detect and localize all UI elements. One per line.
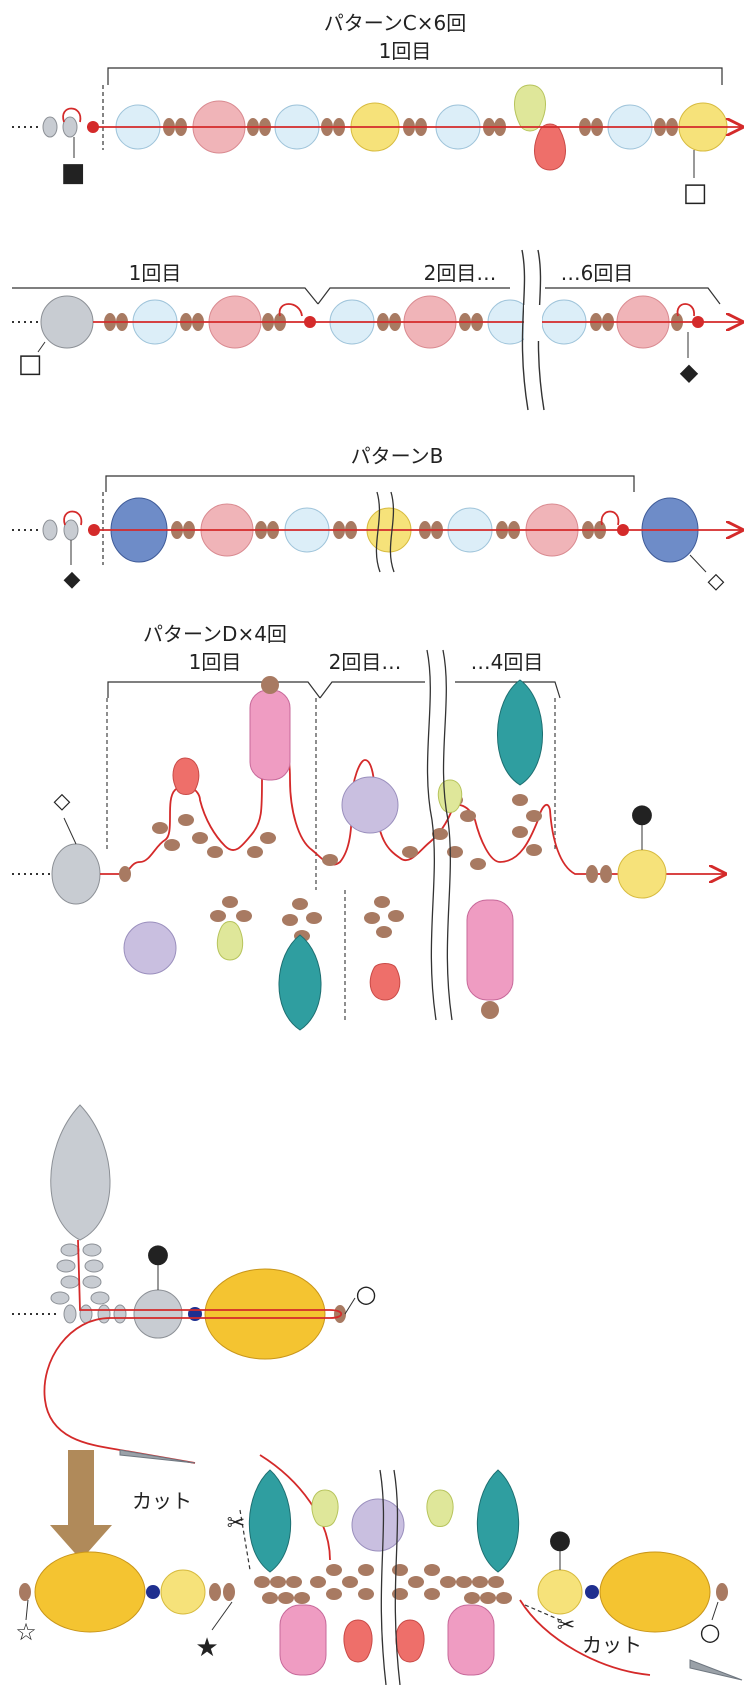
section-1-round-label: 1回目: [379, 39, 432, 63]
section-3-pattern-b: パターンB: [12, 444, 742, 594]
section-2-start-marker: □: [18, 349, 43, 379]
section-2-round1-label: 1回目: [129, 261, 182, 285]
section-1-start-marker: ■: [61, 158, 86, 188]
section-4-bracket-2: [319, 681, 425, 699]
section-6-right-bottom-marker: ○: [700, 1618, 721, 1646]
section-1-pattern-label: パターンC×6回: [324, 11, 466, 35]
section-6-right-top-marker: ●: [549, 1525, 572, 1555]
section-4-pattern-label: パターンD×4回: [143, 622, 287, 646]
section-2-end-marker: ◆: [680, 358, 699, 386]
section-6-seed-band: [254, 1564, 512, 1604]
section-6-left-marker: ☆: [15, 1618, 37, 1646]
section-4-round1-label: 1回目: [189, 650, 242, 674]
scissors-left-icon: ✂: [227, 1511, 245, 1536]
section-4-end-marker: ●: [631, 799, 654, 829]
section-6-star-marker: ★: [195, 1633, 218, 1663]
section-4-accent-beads: [123, 676, 667, 1031]
section-6-cut-right-label: カット: [582, 1633, 642, 1657]
section-5-clasp-assembly: ● ○: [12, 1104, 377, 1464]
section-2-round6-label: …6回目: [561, 261, 634, 285]
down-arrow: [50, 1450, 112, 1560]
section-1-end-marker: □: [683, 178, 708, 208]
section-2-bracket-3: [545, 287, 721, 305]
section-2-round2-label: 2回目…: [424, 261, 497, 285]
section-3-bracket: [105, 475, 635, 492]
section-6-cut-left-label: カット: [132, 1489, 192, 1513]
section-6-motifs: [248, 1469, 520, 1676]
section-4-thread: [100, 747, 725, 874]
section-4-round4-label: …4回目: [471, 650, 544, 674]
scissors-right-icon: ✂: [557, 1613, 575, 1638]
section-4-start-marker: ◇: [54, 789, 71, 814]
section-1-bracket: [107, 67, 723, 85]
section-5-end-marker: ○: [356, 1280, 377, 1308]
section-1-thread-loop: [62, 107, 82, 123]
section-4-round2-label: 2回目…: [329, 650, 402, 674]
section-4-pattern-d: パターンD×4回 1回目 2回目… …4回目 ◇: [12, 622, 725, 1031]
section-3-start-marker: ◆: [64, 567, 81, 592]
section-4-bracket-1: [107, 681, 321, 699]
section-2-bracket-2: [317, 287, 510, 305]
section-4-bracket-3: [455, 681, 561, 699]
section-5-needle: [119, 1449, 196, 1464]
section-1-pattern-c: パターンC×6回 1回目: [12, 11, 742, 208]
section-5-top-marker: ●: [147, 1239, 170, 1269]
section-3-pattern-label: パターンB: [351, 444, 444, 468]
section-6-finished-assembly: カット ✂ ✂: [15, 1450, 743, 1685]
section-3-end-marker: ◇: [708, 569, 725, 594]
section-2-round-repeat: 1回目 2回目… …6回目: [12, 249, 742, 411]
section-5-thread: [43, 1239, 343, 1464]
section-2-bracket-1: [12, 287, 319, 305]
